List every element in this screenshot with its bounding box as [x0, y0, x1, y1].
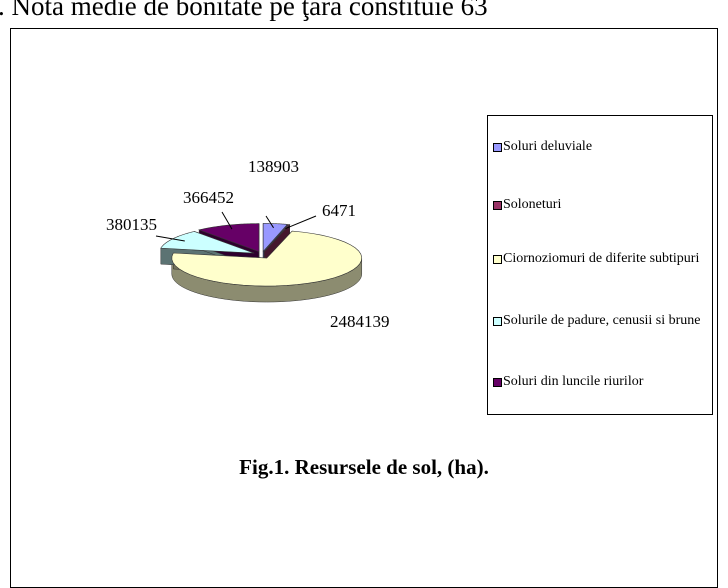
- slice: [198, 223, 260, 253]
- legend-item: Ciornoziomuri de diferite subtipuri: [493, 250, 713, 268]
- slice: [262, 223, 289, 253]
- data-label: 380135: [106, 215, 157, 234]
- leader-line: [265, 215, 274, 229]
- leader-line: [155, 235, 185, 242]
- legend-item: Solurile de padure, cenusii si brune: [493, 312, 713, 330]
- data-label: 366452: [183, 188, 234, 207]
- legend: Soluri deluviale Soloneturi Ciornoziomuri …: [487, 115, 713, 415]
- slice: [264, 224, 291, 252]
- legend-item: Soluri din luncile riurilor: [493, 373, 713, 391]
- data-label: 2484139: [330, 312, 390, 331]
- slice: [171, 230, 363, 287]
- legend-item: Soluri deluviale: [493, 138, 713, 156]
- legend-label: Ciornoziomuri de diferite subtipuri: [503, 251, 700, 266]
- legend-swatch: [493, 378, 502, 387]
- legend-label: Soluri din luncile riurilor: [503, 374, 644, 389]
- legend-swatch: [493, 317, 502, 326]
- legend-swatch: [493, 255, 502, 264]
- data-label: 6471: [322, 201, 356, 220]
- legend-item: Soloneturi: [493, 196, 713, 214]
- legend-swatch: [493, 201, 502, 210]
- data-label: 138903: [248, 157, 299, 176]
- legend-swatch: [493, 143, 502, 152]
- caption: Fig.1. Resursele de sol, (ha).: [239, 455, 489, 479]
- legend-label: Solurile de padure, cenusii si brune: [503, 313, 701, 328]
- legend-label: Soloneturi: [503, 197, 562, 212]
- leader-line: [285, 215, 317, 230]
- legend-label: Soluri deluviale: [503, 139, 593, 154]
- header-text: . Nota medie de bonitate pe ţara constit…: [0, 0, 488, 21]
- leader-line: [221, 211, 233, 230]
